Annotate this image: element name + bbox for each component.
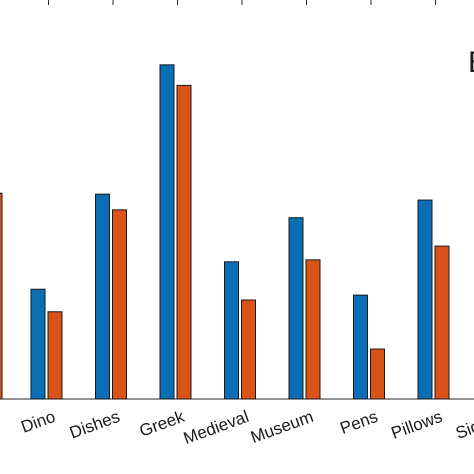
bar-museum-series-2 — [305, 259, 321, 400]
bar-museum-series-1 — [288, 217, 304, 400]
bar-dino-series-1 — [30, 288, 46, 400]
bar-pens-series-1 — [353, 294, 368, 400]
x-tick-label-museum: Museum — [248, 407, 316, 447]
x-tick-label-sidebo: Sidebo — [453, 407, 474, 443]
bar-medieval-series-1 — [224, 261, 239, 400]
x-tick-label-pens: Pens — [337, 407, 380, 438]
bar-dino-series-2 — [47, 311, 63, 400]
bar-pillows-series-1 — [417, 199, 433, 400]
bar-pens-series-2 — [370, 348, 385, 400]
bar-dishes-series-2 — [112, 209, 127, 400]
x-tick-label-pillows: Pillows — [389, 407, 445, 443]
bar-greek-series-1 — [159, 64, 175, 400]
x-tick-label-dishes: Dishes — [67, 407, 122, 443]
x-tick-label-medieval: Medieval — [181, 407, 251, 448]
x-tick-label-dino: Dino — [19, 407, 58, 437]
bar-pillows-series-2 — [434, 245, 450, 400]
x-tick-label-greek: Greek — [137, 407, 187, 441]
bar-medieval-series-2 — [241, 299, 256, 400]
bar-greek-series-2 — [176, 84, 192, 400]
chart-bars — [0, 64, 450, 400]
bar-dishes-series-1 — [95, 193, 110, 400]
bar-partial — [0, 192, 3, 400]
legend-fragment: E — [468, 46, 474, 79]
